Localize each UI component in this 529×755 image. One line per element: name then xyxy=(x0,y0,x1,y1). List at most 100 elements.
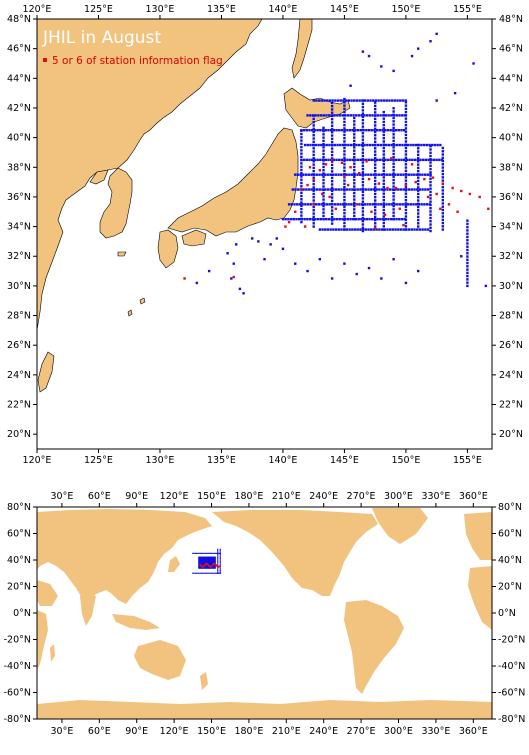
station-point xyxy=(284,225,287,228)
station-point xyxy=(325,217,328,221)
station-point xyxy=(382,114,385,117)
station-point xyxy=(312,196,315,199)
station-point xyxy=(410,228,414,231)
station-point xyxy=(365,129,368,132)
y-tick-label: -80°N xyxy=(4,714,31,725)
global-station-point xyxy=(207,566,209,568)
y-tick-label: 20°N xyxy=(499,429,523,440)
station-point xyxy=(451,186,454,190)
station-point xyxy=(382,198,385,202)
global-station-point xyxy=(193,552,195,554)
station-point xyxy=(373,101,377,104)
station-point xyxy=(404,183,408,187)
station-point xyxy=(394,228,397,231)
station-point xyxy=(300,172,303,175)
station-point xyxy=(351,228,354,231)
station-point xyxy=(392,126,395,130)
global-station-point xyxy=(214,567,216,569)
station-point xyxy=(322,191,325,195)
station-point xyxy=(404,156,408,159)
global-station-point xyxy=(199,561,201,564)
global-station-point xyxy=(199,559,201,562)
station-point xyxy=(425,203,429,206)
station-point xyxy=(306,143,309,147)
station-point xyxy=(322,126,325,130)
station-point xyxy=(405,158,409,162)
station-point xyxy=(322,165,325,169)
station-point xyxy=(373,117,377,121)
station-point xyxy=(378,228,381,231)
station-point xyxy=(361,112,365,115)
station-point xyxy=(429,223,432,226)
global-station-point xyxy=(212,566,214,568)
station-point xyxy=(371,217,374,221)
station-point xyxy=(312,163,315,166)
station-point xyxy=(429,193,432,197)
y-tick-label: 80°N xyxy=(7,502,31,513)
station-point xyxy=(353,159,356,162)
station-point xyxy=(343,129,346,132)
station-point xyxy=(370,129,373,132)
station-point xyxy=(417,209,420,212)
global-station-point xyxy=(215,572,218,574)
station-point xyxy=(429,197,432,200)
global-station-point xyxy=(202,565,205,568)
station-point xyxy=(308,158,311,162)
global-station-point xyxy=(212,560,214,563)
global-station-point xyxy=(219,554,221,556)
station-point xyxy=(346,158,349,162)
station-point xyxy=(393,99,397,102)
station-point xyxy=(387,217,390,221)
station-point xyxy=(344,114,347,117)
y-tick-label: -20°N xyxy=(498,635,525,646)
global-station-point xyxy=(219,564,221,566)
land-new-zealand xyxy=(200,672,208,690)
station-point xyxy=(404,150,408,153)
station-point xyxy=(404,281,408,285)
station-point xyxy=(311,129,314,132)
station-point xyxy=(466,245,469,248)
land-mainland xyxy=(36,18,263,331)
station-point xyxy=(397,158,400,162)
station-point xyxy=(357,172,361,175)
station-point xyxy=(389,158,392,162)
station-point xyxy=(441,215,445,218)
station-point xyxy=(334,228,338,231)
station-point xyxy=(361,99,364,102)
station-point xyxy=(361,164,365,167)
station-point xyxy=(332,228,335,231)
station-point xyxy=(415,203,418,206)
station-point xyxy=(323,203,326,206)
station-point xyxy=(382,169,385,173)
station-point xyxy=(453,91,457,95)
global-station-point xyxy=(214,565,216,567)
global-station-point xyxy=(198,566,200,568)
station-point xyxy=(404,169,408,173)
station-point xyxy=(441,169,445,173)
station-point xyxy=(325,203,329,206)
station-point xyxy=(312,222,315,225)
station-point xyxy=(330,147,334,150)
station-point xyxy=(429,210,432,213)
land-jeju xyxy=(117,251,127,257)
station-point xyxy=(300,198,303,201)
station-point xyxy=(382,203,385,206)
global-map: 30°E 30°E 60°E 60°E 90°E 90°E 120°E 120°E 150°E 1… xyxy=(4,491,526,737)
station-point xyxy=(382,146,385,150)
station-point xyxy=(407,173,411,176)
station-point xyxy=(392,152,395,156)
station-point xyxy=(394,186,398,190)
station-point xyxy=(372,173,375,176)
legend-label: 5 or 6 of station information flag xyxy=(52,55,223,67)
station-point xyxy=(404,192,408,195)
station-point xyxy=(386,186,389,190)
station-point xyxy=(418,173,421,176)
station-point xyxy=(392,110,395,113)
station-point xyxy=(401,203,404,206)
station-point xyxy=(348,158,352,162)
station-point xyxy=(332,158,336,162)
global-station-point xyxy=(219,548,221,550)
station-point xyxy=(373,150,377,153)
station-point xyxy=(312,99,315,102)
x-tick-label: 150°E xyxy=(391,455,420,466)
